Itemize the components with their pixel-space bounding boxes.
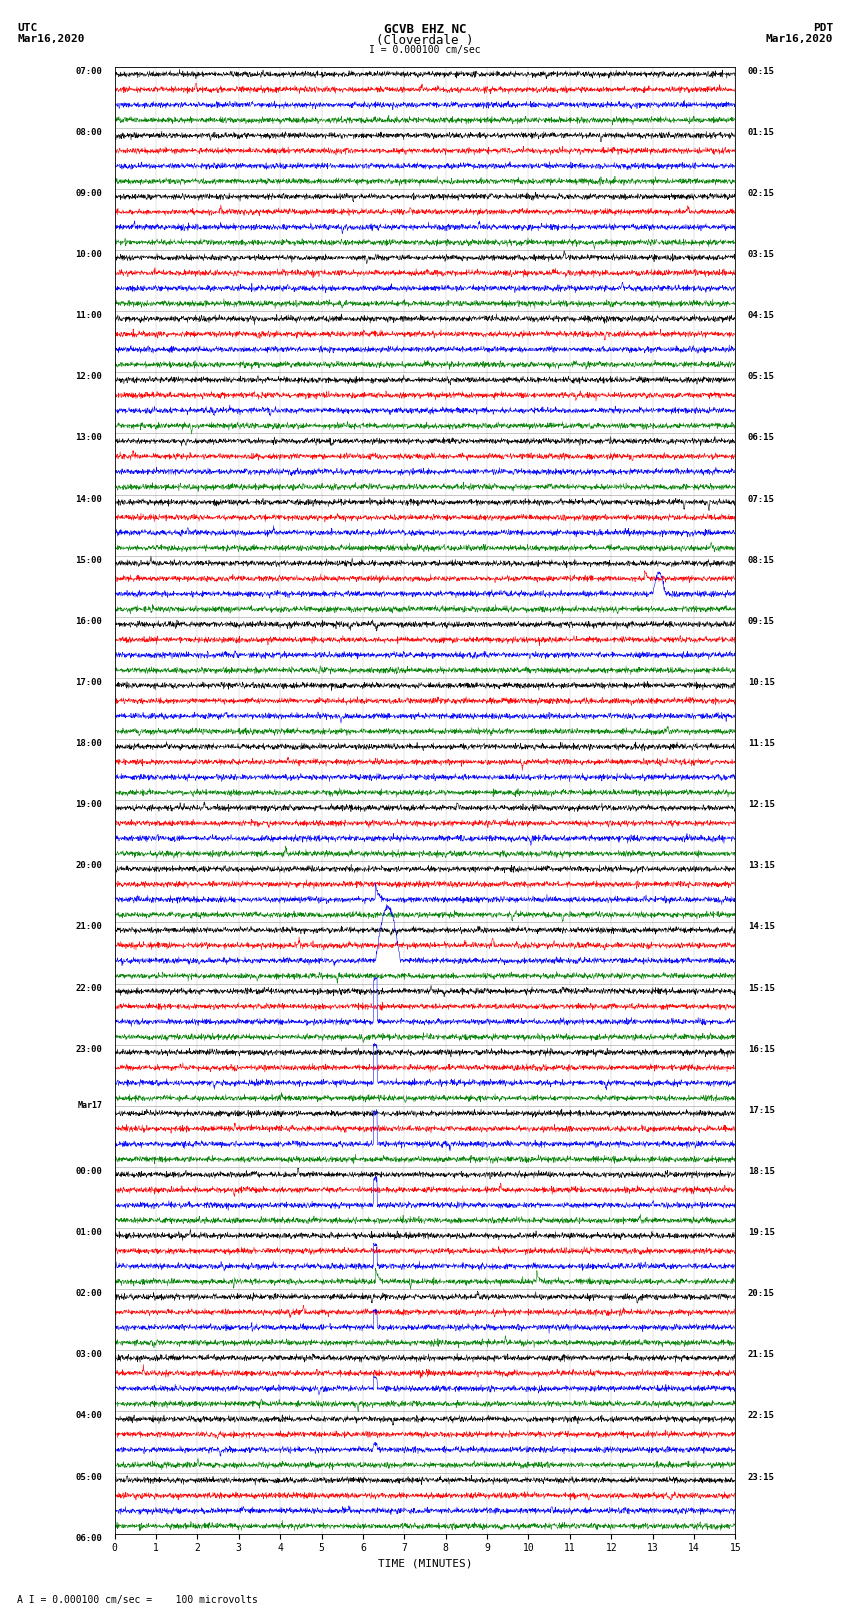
X-axis label: TIME (MINUTES): TIME (MINUTES) xyxy=(377,1560,473,1569)
Text: 07:00: 07:00 xyxy=(76,66,102,76)
Text: 22:15: 22:15 xyxy=(748,1411,774,1421)
Text: UTC: UTC xyxy=(17,23,37,32)
Text: 07:15: 07:15 xyxy=(748,495,774,503)
Text: 06:15: 06:15 xyxy=(748,434,774,442)
Text: 14:00: 14:00 xyxy=(76,495,102,503)
Text: 21:00: 21:00 xyxy=(76,923,102,931)
Text: 20:00: 20:00 xyxy=(76,861,102,871)
Text: A I = 0.000100 cm/sec =    100 microvolts: A I = 0.000100 cm/sec = 100 microvolts xyxy=(17,1595,258,1605)
Text: (Cloverdale ): (Cloverdale ) xyxy=(377,34,473,47)
Text: 05:15: 05:15 xyxy=(748,373,774,381)
Text: 13:15: 13:15 xyxy=(748,861,774,871)
Text: 23:00: 23:00 xyxy=(76,1045,102,1053)
Text: 10:15: 10:15 xyxy=(748,677,774,687)
Text: 14:15: 14:15 xyxy=(748,923,774,931)
Text: Mar17: Mar17 xyxy=(77,1102,102,1110)
Text: 19:00: 19:00 xyxy=(76,800,102,810)
Text: Mar16,2020: Mar16,2020 xyxy=(17,34,84,44)
Text: 09:15: 09:15 xyxy=(748,616,774,626)
Text: 18:00: 18:00 xyxy=(76,739,102,748)
Text: 19:15: 19:15 xyxy=(748,1227,774,1237)
Text: 02:15: 02:15 xyxy=(748,189,774,198)
Text: 05:00: 05:00 xyxy=(76,1473,102,1482)
Text: 06:00: 06:00 xyxy=(76,1534,102,1542)
Text: 11:00: 11:00 xyxy=(76,311,102,319)
Text: 00:15: 00:15 xyxy=(748,66,774,76)
Text: GCVB EHZ NC: GCVB EHZ NC xyxy=(383,23,467,35)
Text: PDT: PDT xyxy=(813,23,833,32)
Text: 10:00: 10:00 xyxy=(76,250,102,260)
Text: 12:15: 12:15 xyxy=(748,800,774,810)
Text: Mar16,2020: Mar16,2020 xyxy=(766,34,833,44)
Text: 20:15: 20:15 xyxy=(748,1289,774,1298)
Text: 01:00: 01:00 xyxy=(76,1227,102,1237)
Text: 21:15: 21:15 xyxy=(748,1350,774,1360)
Text: 00:00: 00:00 xyxy=(76,1166,102,1176)
Text: 08:00: 08:00 xyxy=(76,127,102,137)
Text: 04:15: 04:15 xyxy=(748,311,774,319)
Text: 16:00: 16:00 xyxy=(76,616,102,626)
Text: 03:15: 03:15 xyxy=(748,250,774,260)
Text: 15:00: 15:00 xyxy=(76,555,102,565)
Text: 09:00: 09:00 xyxy=(76,189,102,198)
Text: 17:15: 17:15 xyxy=(748,1107,774,1115)
Text: 13:00: 13:00 xyxy=(76,434,102,442)
Text: 03:00: 03:00 xyxy=(76,1350,102,1360)
Text: 15:15: 15:15 xyxy=(748,984,774,992)
Text: 04:00: 04:00 xyxy=(76,1411,102,1421)
Text: 16:15: 16:15 xyxy=(748,1045,774,1053)
Text: 01:15: 01:15 xyxy=(748,127,774,137)
Text: 18:15: 18:15 xyxy=(748,1166,774,1176)
Text: 11:15: 11:15 xyxy=(748,739,774,748)
Text: 02:00: 02:00 xyxy=(76,1289,102,1298)
Text: 23:15: 23:15 xyxy=(748,1473,774,1482)
Text: 08:15: 08:15 xyxy=(748,555,774,565)
Text: 17:00: 17:00 xyxy=(76,677,102,687)
Text: I = 0.000100 cm/sec: I = 0.000100 cm/sec xyxy=(369,45,481,55)
Text: 22:00: 22:00 xyxy=(76,984,102,992)
Text: 12:00: 12:00 xyxy=(76,373,102,381)
